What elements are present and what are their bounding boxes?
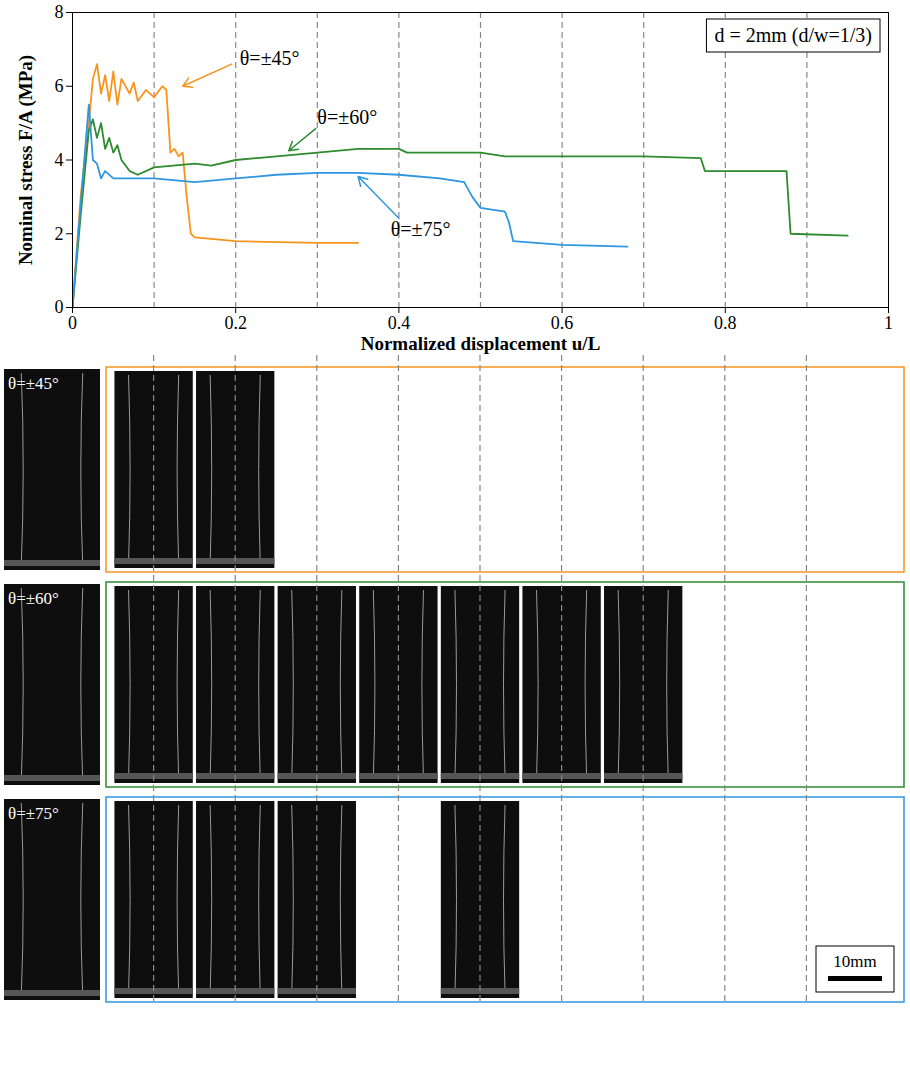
svg-text:Normalized displacement u/L: Normalized displacement u/L bbox=[361, 333, 601, 354]
svg-text:θ=±60°: θ=±60° bbox=[8, 589, 59, 608]
svg-text:0.6: 0.6 bbox=[551, 313, 574, 333]
svg-text:10mm: 10mm bbox=[833, 952, 876, 971]
svg-text:0: 0 bbox=[68, 313, 77, 333]
svg-text:0.2: 0.2 bbox=[224, 313, 247, 333]
svg-text:d = 2mm (d/w=1/3): d = 2mm (d/w=1/3) bbox=[714, 24, 872, 47]
svg-text:θ=±75°: θ=±75° bbox=[8, 804, 59, 823]
svg-text:θ=±45°: θ=±45° bbox=[8, 374, 59, 393]
svg-text:0.8: 0.8 bbox=[714, 313, 737, 333]
svg-text:θ=±60°: θ=±60° bbox=[317, 106, 377, 128]
svg-text:θ=±75°: θ=±75° bbox=[391, 218, 451, 240]
svg-text:8: 8 bbox=[55, 2, 64, 22]
svg-text:4: 4 bbox=[55, 150, 64, 170]
svg-text:0: 0 bbox=[55, 297, 64, 317]
svg-text:2: 2 bbox=[55, 224, 64, 244]
svg-text:θ=±45°: θ=±45° bbox=[240, 47, 300, 69]
svg-text:6: 6 bbox=[55, 76, 64, 96]
svg-text:0.4: 0.4 bbox=[388, 313, 411, 333]
svg-text:1: 1 bbox=[884, 313, 893, 333]
svg-text:Nominal stress F/A (MPa): Nominal stress F/A (MPa) bbox=[15, 55, 37, 265]
